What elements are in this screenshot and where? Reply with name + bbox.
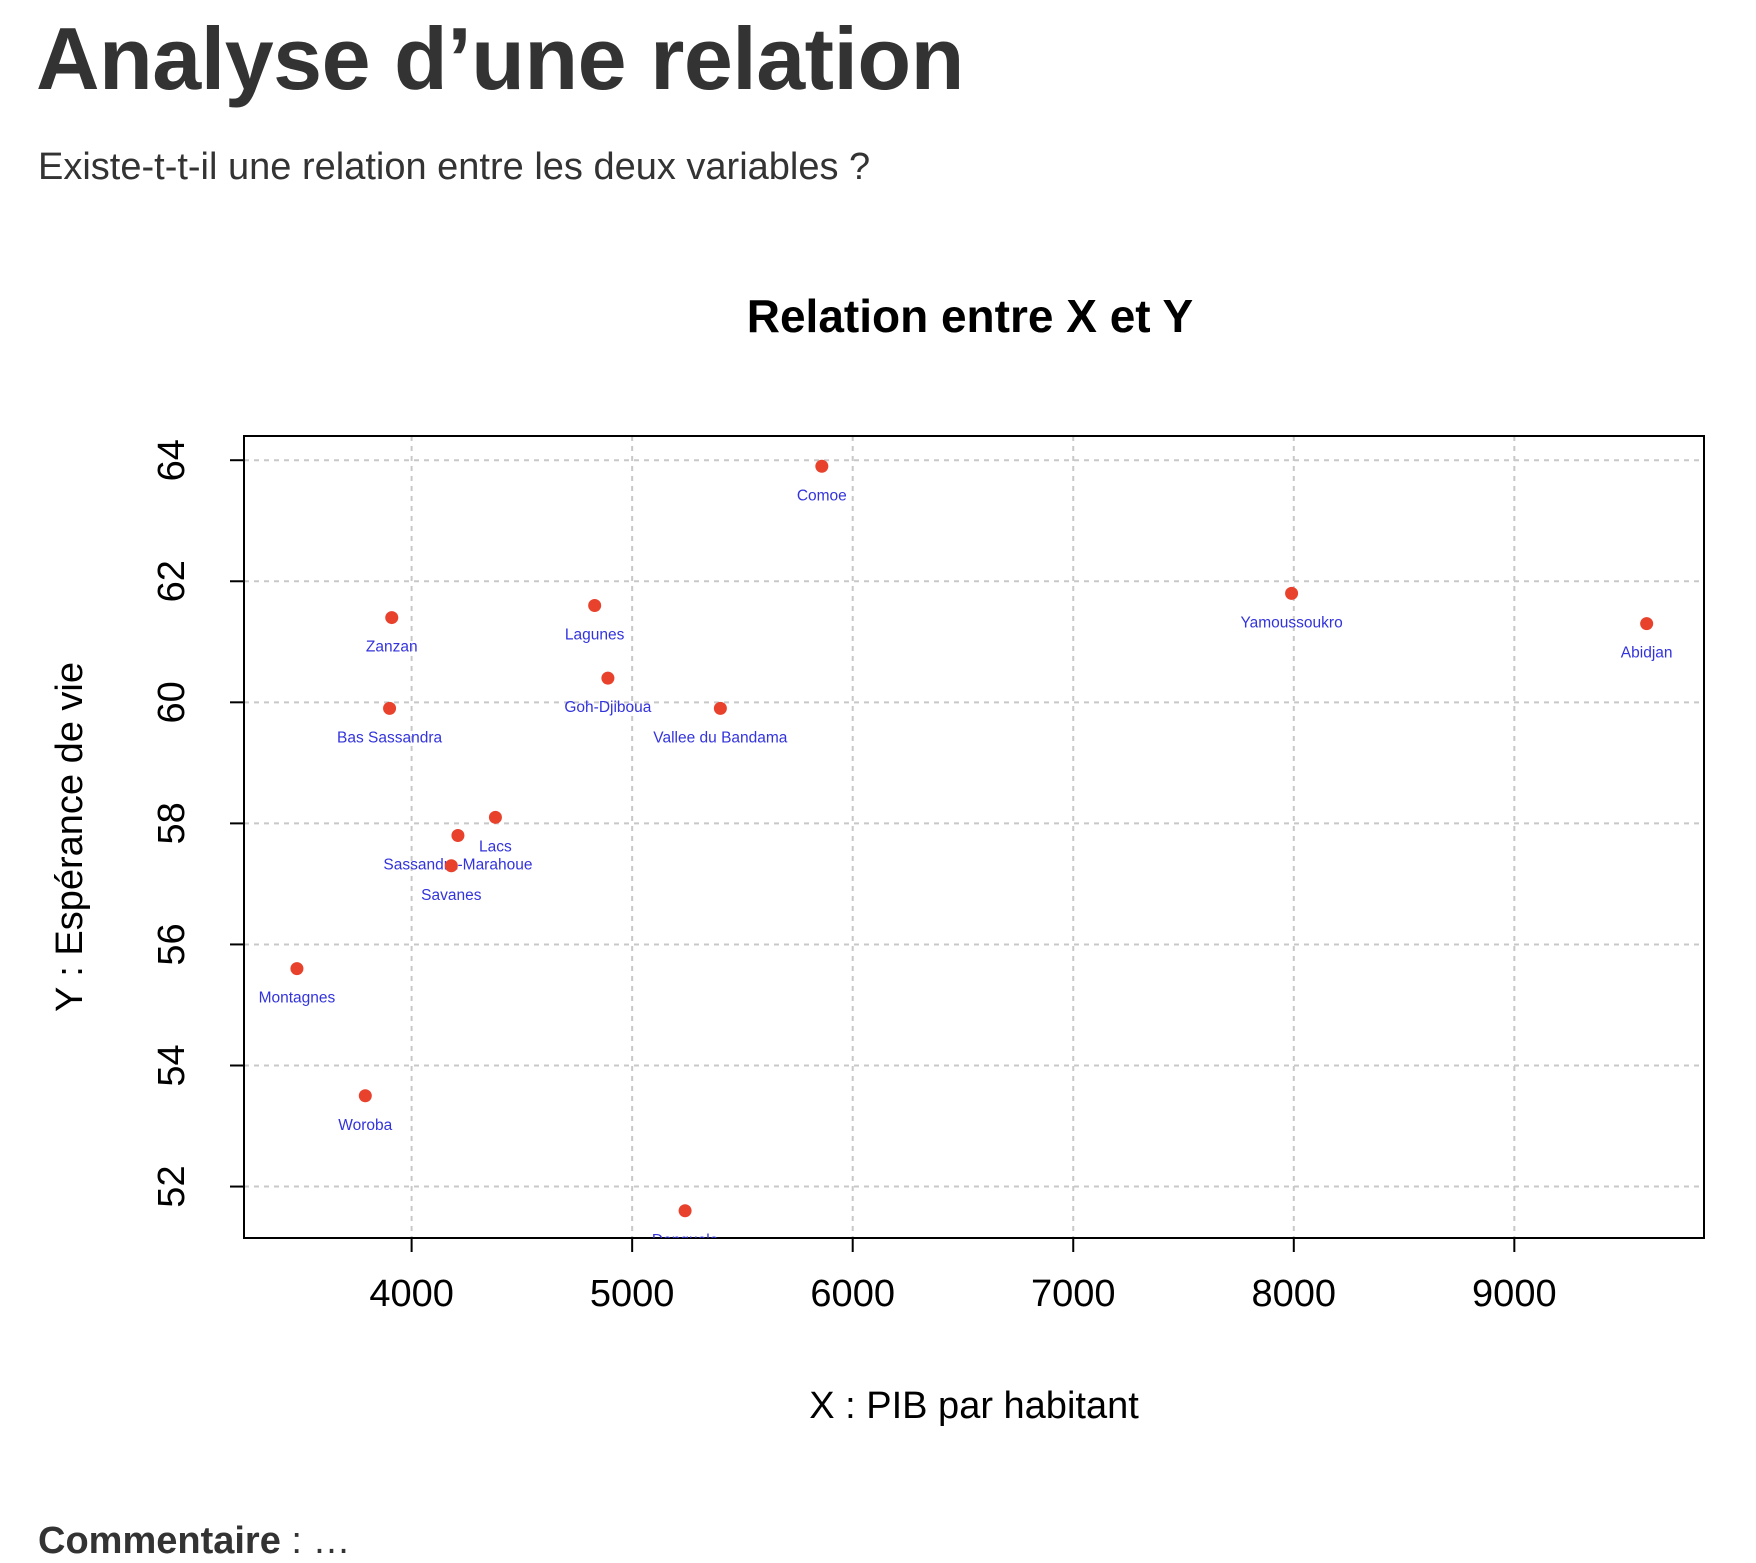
point-label: Zanzan [366, 639, 418, 656]
point-label: Bas Sassandra [337, 729, 442, 746]
y-tick-label: 58 [151, 802, 193, 844]
data-point [385, 611, 399, 625]
chart-title: Relation entre X et Y [747, 290, 1194, 342]
chart-svg: Relation entre X et Y 4000 5000 6000 7000 80… [49, 290, 1705, 1427]
data-point [815, 459, 829, 473]
x-axis-label: X : PIB par habitant [809, 1385, 1139, 1427]
y-tick-label: 64 [151, 439, 193, 481]
point-label: Yamoussoukro [1240, 614, 1342, 631]
comment-label: Commentaire [38, 1520, 281, 1562]
data-point [444, 859, 458, 873]
point-labels: Comoe Zanzan Lagunes Yamoussoukro Abidjan Bas… [259, 487, 1673, 1249]
y-tick-label: 62 [151, 560, 193, 602]
data-point [488, 810, 502, 824]
y-axis-label: Y : Espérance de vie [49, 662, 91, 1012]
data-points: Comoe Zanzan Lagunes Yamoussoukro Abidjan Bas… [259, 459, 1673, 1249]
comment-line: Commentaire : … [38, 1520, 351, 1563]
x-tick-label: 7000 [1031, 1273, 1116, 1315]
point-label: Abidjan [1621, 645, 1673, 662]
x-tick-label: 5000 [590, 1273, 675, 1315]
data-point [383, 701, 397, 715]
y-tick-label: 52 [151, 1165, 193, 1207]
point-label: Sassandra-Marahoue [383, 856, 532, 873]
grid-lines [244, 436, 1704, 1238]
point-label: Lagunes [565, 626, 625, 643]
page-subtitle: Existe-t-t-il une relation entre les deu… [38, 146, 871, 188]
point-label: Lacs [479, 838, 512, 855]
y-tick-label: 54 [151, 1044, 193, 1086]
data-point [713, 701, 727, 715]
data-point [1285, 586, 1299, 600]
point-label: Savanes [421, 887, 482, 904]
comment-text: : … [280, 1520, 351, 1562]
x-tick-label: 6000 [810, 1273, 895, 1315]
scatter-chart: Relation entre X et Y 4000 5000 6000 7000 80… [0, 270, 1756, 1470]
axes: 4000 5000 6000 7000 8000 9000 52 54 56 58 60 62 64 [151, 439, 1557, 1315]
data-point [358, 1089, 372, 1103]
y-tick-label: 60 [151, 681, 193, 723]
x-tick-label: 4000 [369, 1273, 454, 1315]
data-point [588, 598, 602, 612]
point-label: Goh-Djiboua [564, 699, 651, 716]
point-label: Denguele [652, 1232, 718, 1249]
page-title: Analyse d’une relation [36, 9, 964, 108]
y-tick-label: 56 [151, 923, 193, 965]
x-tick-label: 9000 [1472, 1273, 1557, 1315]
data-point [601, 671, 615, 685]
data-point [451, 828, 465, 842]
data-point [290, 962, 304, 976]
x-tick-label: 8000 [1252, 1273, 1337, 1315]
point-label: Montagnes [259, 990, 336, 1007]
point-label: Vallee du Bandama [653, 729, 788, 746]
data-point [678, 1204, 692, 1218]
plot-frame [243, 435, 1705, 1239]
point-label: Comoe [797, 487, 847, 504]
point-label: Woroba [338, 1117, 392, 1134]
data-point [1640, 617, 1654, 631]
